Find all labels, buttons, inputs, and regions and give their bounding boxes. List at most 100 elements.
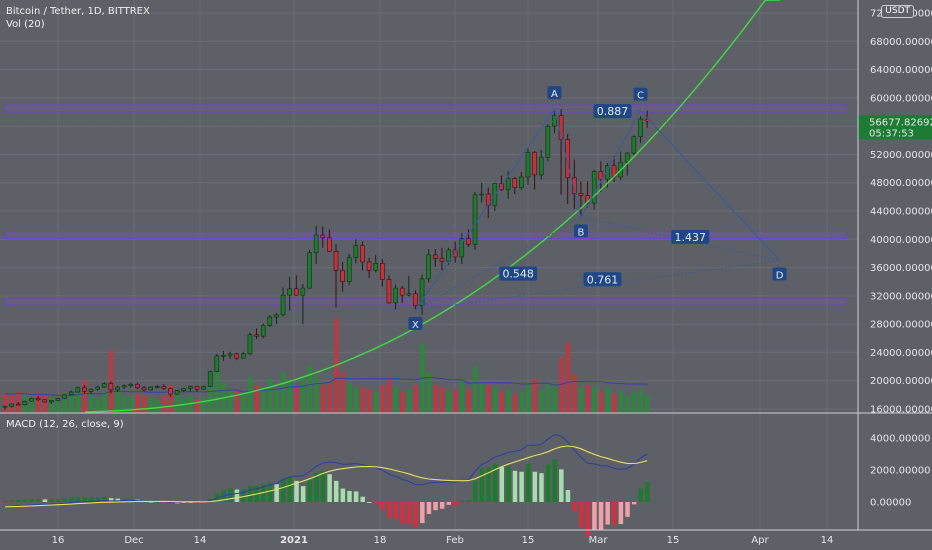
price-tick-label: 64000.00000 xyxy=(870,65,932,76)
macd-histogram-bar xyxy=(585,502,591,538)
volume-bar xyxy=(188,395,193,413)
time-tick-label: Dec xyxy=(124,535,143,546)
candle-up xyxy=(115,386,120,391)
macd-histogram-bar xyxy=(161,502,167,503)
parabolic-curve[interactable] xyxy=(0,0,858,413)
macd-histogram-bar xyxy=(3,501,8,503)
candle-down xyxy=(234,353,239,359)
candle-up xyxy=(75,387,81,393)
zone-box-2 xyxy=(4,230,847,240)
time-tick-label: 16 xyxy=(52,535,65,546)
harmonic-pattern[interactable]: 0.887 1.437 0.548 0.761 X A B C D xyxy=(408,86,787,331)
volume-bar xyxy=(208,378,213,413)
macd-legend[interactable]: MACD (12, 26, close, 9) xyxy=(6,418,124,431)
macd-histogram-bar xyxy=(545,464,551,502)
chart-legend: Bitcoin / Tether, 1D, BITTREX Vol (20) xyxy=(6,5,150,31)
volume-bar xyxy=(499,391,504,413)
candle-down xyxy=(327,237,332,252)
volume-bars xyxy=(3,318,650,413)
candle-up xyxy=(353,245,359,258)
candle-down xyxy=(135,383,140,389)
ratio-label: 0.761 xyxy=(587,273,619,286)
macd-histogram-bar xyxy=(320,470,326,502)
volume-bar xyxy=(42,395,48,413)
price-tick-label: 68000.00000 xyxy=(870,37,932,48)
candle-up xyxy=(313,234,319,254)
symbol-title[interactable]: Bitcoin / Tether, 1D, BITTREX xyxy=(6,6,150,17)
volume-bar xyxy=(605,387,610,413)
macd-histogram-bar xyxy=(22,499,28,502)
candle-down xyxy=(598,171,604,180)
macd-histogram-bar xyxy=(492,463,498,502)
zone-box-1 xyxy=(4,104,847,113)
macd-histogram-bar xyxy=(314,472,319,502)
volume-bar xyxy=(194,400,200,413)
macd-histogram-bar xyxy=(486,467,491,502)
volume-bar xyxy=(486,385,491,413)
volume-bar xyxy=(479,382,485,413)
macd-histogram-bar xyxy=(618,502,624,525)
volume-bar xyxy=(612,393,617,413)
candle-up xyxy=(591,171,597,204)
candle-up xyxy=(188,386,193,389)
volume-bar xyxy=(168,385,173,413)
volume-bar xyxy=(314,376,319,413)
volume-bar xyxy=(572,374,577,413)
candle-down xyxy=(254,334,259,337)
macd-histogram-bar xyxy=(241,489,246,502)
volume-bar xyxy=(95,397,101,413)
candle-down xyxy=(141,387,147,391)
pattern-point-B: B xyxy=(578,227,585,238)
support-resistance-boxes[interactable] xyxy=(4,104,847,306)
volume-bar xyxy=(214,370,220,413)
volume-bar xyxy=(115,391,121,413)
candle-down xyxy=(439,258,445,262)
macd-pane xyxy=(3,434,650,538)
volume-bar xyxy=(148,397,154,413)
volume-bar xyxy=(201,397,207,413)
macd-histogram-bar xyxy=(287,476,293,502)
candle-up xyxy=(181,388,187,391)
candle-up xyxy=(267,316,273,326)
price-tick-label: 52000.00000 xyxy=(870,150,932,161)
volume-bar xyxy=(128,395,134,413)
volume-bar xyxy=(175,393,180,413)
macd-histogram-bar xyxy=(95,497,101,502)
candle-up xyxy=(472,194,478,245)
macd-histogram-bar xyxy=(62,498,68,502)
axes: 72000.0000068000.0000064000.0000060000.0… xyxy=(52,9,932,546)
volume-bar xyxy=(261,387,266,413)
time-tick-label: 14 xyxy=(821,535,834,546)
price-tick-label: 48000.00000 xyxy=(870,178,932,189)
macd-histogram-bar xyxy=(592,502,597,531)
candle-up xyxy=(346,257,352,283)
ratio-label-box xyxy=(671,229,710,244)
pattern-point-A: A xyxy=(551,89,558,100)
macd-histogram-bar xyxy=(89,497,94,502)
ratio-label-box xyxy=(499,266,538,281)
volume-bar xyxy=(75,389,81,413)
volume-bar xyxy=(228,389,233,413)
macd-histogram-bar xyxy=(559,469,564,502)
time-tick-label: Mar xyxy=(589,535,609,546)
volume-indicator-label[interactable]: Vol (20) xyxy=(6,19,45,30)
candle-up xyxy=(221,354,226,357)
pattern-point-box xyxy=(772,267,787,281)
volume-bar xyxy=(585,385,591,413)
volume-bar xyxy=(631,391,637,413)
volume-bar xyxy=(492,387,498,413)
candle-up xyxy=(2,405,8,408)
volume-bar xyxy=(69,393,74,413)
ratio-label-box xyxy=(583,272,622,287)
macd-indicator-label[interactable]: MACD (12, 26, close, 9) xyxy=(6,419,124,430)
currency-badge[interactable]: USDT xyxy=(881,5,914,18)
volume-bar xyxy=(82,380,87,413)
pattern-ratio-line xyxy=(415,260,780,311)
macd-histogram-bar xyxy=(115,498,121,502)
candle-up xyxy=(638,118,643,138)
macd-histogram-bar xyxy=(386,502,392,518)
candle-up xyxy=(624,152,630,163)
macd-histogram-bar xyxy=(525,463,531,502)
candle-down xyxy=(333,251,339,271)
